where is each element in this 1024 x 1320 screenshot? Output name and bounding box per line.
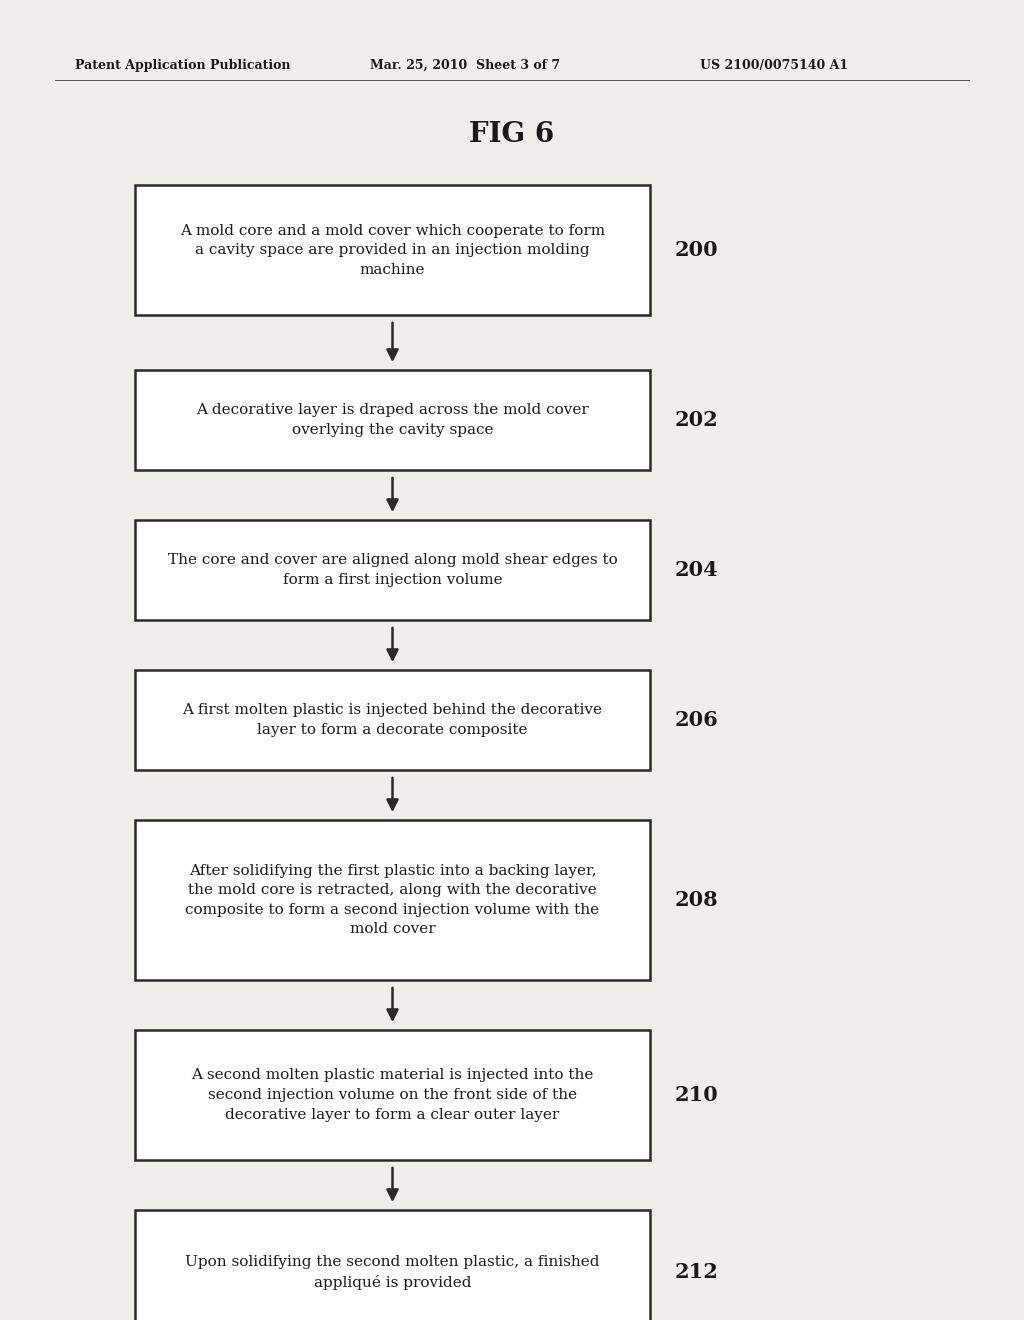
Bar [135, 185, 650, 315]
Text: US 2100/0075140 A1: US 2100/0075140 A1 [700, 58, 848, 71]
Text: FIG 6: FIG 6 [469, 121, 555, 149]
Text: 210: 210 [675, 1085, 719, 1105]
Text: 204: 204 [675, 560, 719, 579]
Text: 208: 208 [675, 890, 719, 909]
Bar [135, 820, 650, 979]
Text: The core and cover are aligned along mold shear edges to
form a first injection : The core and cover are aligned along mol… [168, 553, 617, 587]
Text: Mar. 25, 2010  Sheet 3 of 7: Mar. 25, 2010 Sheet 3 of 7 [370, 58, 560, 71]
Text: 206: 206 [675, 710, 719, 730]
Bar [135, 370, 650, 470]
Text: Patent Application Publication: Patent Application Publication [75, 58, 291, 71]
Bar [135, 1030, 650, 1160]
Text: A mold core and a mold cover which cooperate to form
a cavity space are provided: A mold core and a mold cover which coope… [180, 223, 605, 276]
Text: A second molten plastic material is injected into the
second injection volume on: A second molten plastic material is inje… [191, 1068, 594, 1122]
Bar [135, 671, 650, 770]
Bar [135, 520, 650, 620]
Text: After solidifying the first plastic into a backing layer,
the mold core is retra: After solidifying the first plastic into… [185, 863, 600, 936]
Bar [135, 1210, 650, 1320]
Text: 202: 202 [675, 411, 719, 430]
Text: A decorative layer is draped across the mold cover
overlying the cavity space: A decorative layer is draped across the … [197, 403, 589, 437]
Text: 212: 212 [675, 1262, 719, 1283]
Text: A first molten plastic is injected behind the decorative
layer to form a decorat: A first molten plastic is injected behin… [182, 704, 602, 737]
Text: Upon solidifying the second molten plastic, a finished
appliqué is provided: Upon solidifying the second molten plast… [185, 1255, 600, 1290]
Text: 200: 200 [675, 240, 719, 260]
